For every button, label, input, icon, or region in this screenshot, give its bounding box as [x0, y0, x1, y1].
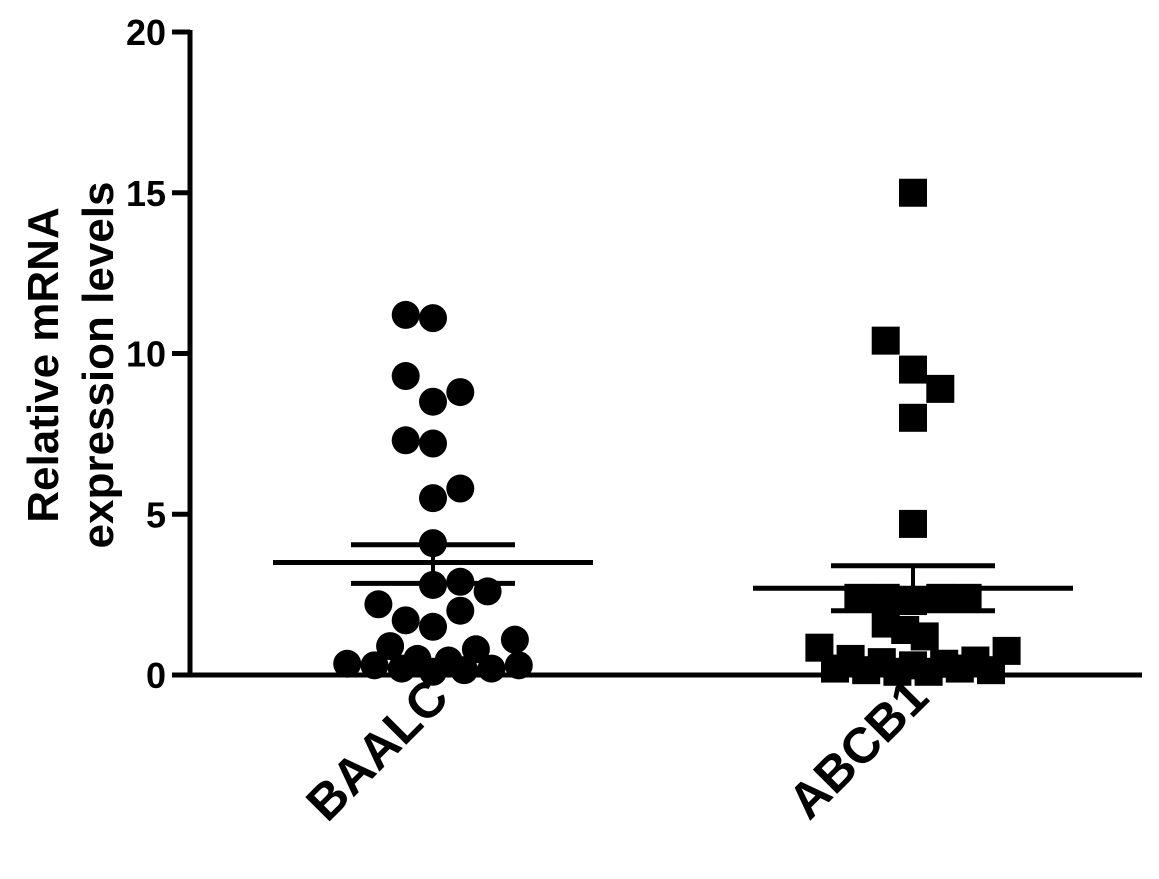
- y-tick-label: 20: [126, 12, 166, 53]
- data-point-circle: [419, 387, 447, 416]
- data-point-circle: [419, 304, 447, 333]
- data-point-circle: [391, 362, 420, 391]
- mean-sem-bars: [273, 542, 1073, 614]
- data-point-circle: [391, 426, 420, 455]
- data-point-square: [899, 355, 927, 384]
- y-tick-label: 0: [146, 655, 166, 696]
- data-point-circle: [419, 612, 447, 641]
- data-point-circle: [477, 654, 506, 683]
- y-tick-label: 15: [126, 173, 166, 214]
- data-point-square: [899, 509, 927, 538]
- category-label: BAALC: [295, 668, 458, 831]
- data-point-circle: [504, 651, 533, 680]
- data-point-circle: [391, 606, 420, 635]
- data-point-circle: [446, 378, 475, 407]
- data-point-circle: [450, 656, 479, 685]
- data-point-circle: [500, 625, 529, 654]
- category-labels: BAALC ABCB1: [295, 668, 938, 831]
- data-point-square: [871, 326, 900, 355]
- data-point-square: [926, 374, 955, 403]
- data-point-square: [977, 656, 1005, 685]
- y-tick-label: 5: [146, 494, 166, 535]
- data-point-circle: [419, 429, 447, 458]
- data-point-circle: [446, 596, 475, 625]
- data-point-circle: [461, 635, 490, 664]
- data-point-circle: [446, 474, 475, 503]
- data-point-square: [899, 403, 927, 432]
- category-label: ABCB1: [777, 668, 938, 829]
- data-point-square: [899, 178, 927, 207]
- y-ticks: 0 5 10 15 20: [126, 12, 190, 696]
- data-point-circle: [333, 649, 362, 678]
- data-point-circle: [419, 484, 447, 513]
- data-point-circle: [360, 651, 389, 680]
- y-axis-title-line-1: Relative mRNA: [19, 207, 68, 522]
- axes: [187, 30, 1142, 678]
- data-point-circle: [364, 590, 393, 619]
- y-axis-title-line-2: expression levels: [74, 182, 123, 549]
- data-point-square: [910, 622, 939, 651]
- data-point-circle: [391, 300, 420, 329]
- y-tick-label: 10: [126, 334, 166, 375]
- data-point-circle: [376, 632, 405, 661]
